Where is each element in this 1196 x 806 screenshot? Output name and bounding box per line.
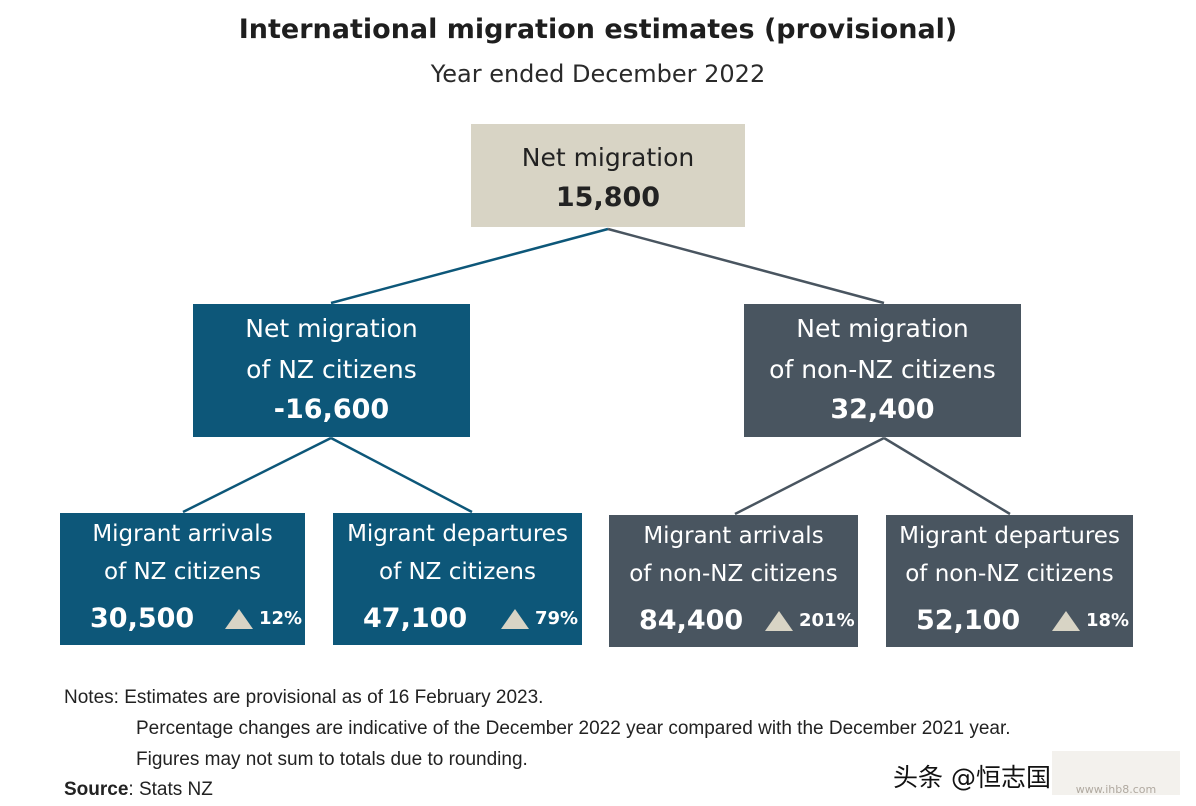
connector-non-nz-departures	[883, 436, 1011, 516]
non-nz-departures-label-line2: of non-NZ citizens	[905, 561, 1114, 587]
watermark-logo-text: www.ihb8.com	[1076, 783, 1156, 796]
nz-arrivals-label-line1: Migrant arrivals	[92, 521, 273, 547]
nz-departures-box: Migrant departures of NZ citizens 47,100…	[333, 513, 582, 645]
net-migration-label: Net migration	[521, 143, 695, 172]
connector-root-nz	[330, 227, 609, 305]
nz-arrivals-value: 30,500	[90, 603, 195, 634]
diagram-title: International migration estimates (provi…	[238, 14, 958, 45]
up-triangle-icon	[501, 609, 529, 629]
net-migration-box: Net migration 15,800	[471, 124, 745, 227]
non-nz-arrivals-label-line2: of non-NZ citizens	[629, 561, 838, 587]
nz-arrivals-change: 12%	[259, 608, 303, 629]
nz-arrivals-label-line2: of NZ citizens	[104, 559, 261, 585]
net-migration-value: 15,800	[555, 182, 661, 213]
non-nz-arrivals-label-line1: Migrant arrivals	[643, 523, 824, 549]
nz-citizens-value: -16,600	[273, 394, 390, 425]
connector-nz-arrivals	[182, 436, 332, 514]
non-nz-departures-value: 52,100	[916, 605, 1021, 636]
nz-arrivals-box: Migrant arrivals of NZ citizens 30,500 1…	[60, 513, 305, 645]
non-nz-citizens-box: Net migration of non-NZ citizens 32,400	[744, 304, 1021, 437]
nz-citizens-box: Net migration of NZ citizens -16,600	[193, 304, 470, 437]
notes-line-2: Percentage changes are indicative of the…	[136, 718, 1011, 739]
non-nz-citizens-value: 32,400	[830, 394, 935, 425]
nz-departures-change: 79%	[535, 608, 579, 629]
source-label: Source	[64, 779, 129, 800]
up-triangle-icon	[225, 609, 253, 629]
source-text: : Stats NZ	[128, 779, 213, 800]
nz-departures-label-line2: of NZ citizens	[379, 559, 536, 585]
non-nz-citizens-label-line2: of non-NZ citizens	[769, 355, 996, 384]
non-nz-arrivals-value: 84,400	[639, 605, 744, 636]
non-nz-departures-label-line1: Migrant departures	[899, 523, 1120, 549]
notes-line-3: Figures may not sum to totals due to rou…	[136, 749, 528, 770]
nz-citizens-label-line1: Net migration	[245, 314, 418, 343]
up-triangle-icon	[765, 611, 793, 631]
nz-departures-label-line1: Migrant departures	[347, 521, 568, 547]
non-nz-departures-change: 18%	[1086, 610, 1130, 631]
non-nz-citizens-label-line1: Net migration	[796, 314, 969, 343]
notes-line-1: Notes: Estimates are provisional as of 1…	[64, 687, 544, 708]
watermark-text: 头条 @恒志国	[893, 763, 1051, 792]
connector-root-non-nz	[607, 227, 885, 305]
non-nz-arrivals-box: Migrant arrivals of non-NZ citizens 84,4…	[609, 515, 858, 647]
source: Source: Stats NZ	[64, 779, 213, 801]
watermark-logo: www.ihb8.com	[1052, 751, 1180, 796]
diagram-subtitle: Year ended December 2022	[430, 60, 766, 88]
non-nz-departures-box: Migrant departures of non-NZ citizens 52…	[886, 515, 1133, 647]
notes: Notes: Estimates are provisional as of 1…	[64, 682, 1011, 775]
non-nz-arrivals-change: 201%	[799, 610, 855, 631]
nz-citizens-label-line2: of NZ citizens	[246, 355, 417, 384]
nz-departures-value: 47,100	[363, 603, 468, 634]
connector-non-nz-arrivals	[734, 436, 885, 516]
connector-nz-departures	[330, 436, 473, 514]
up-triangle-icon	[1052, 611, 1080, 631]
